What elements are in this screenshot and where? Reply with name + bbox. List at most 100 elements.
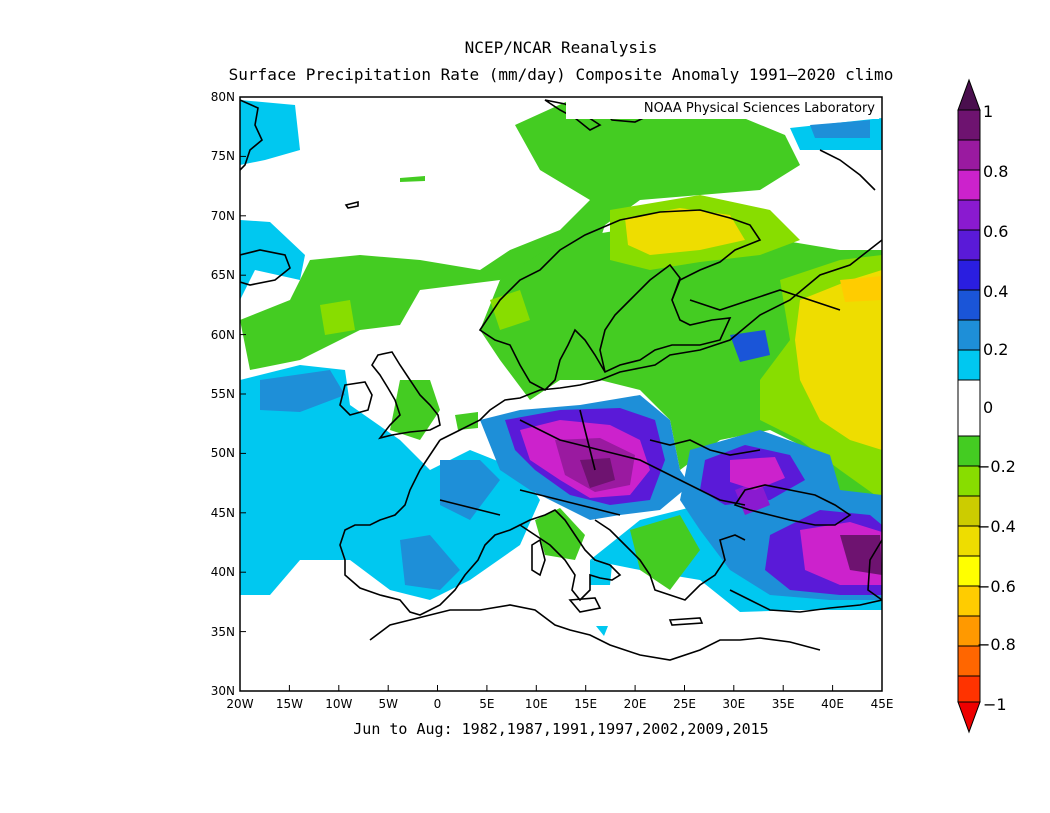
anomaly-region-czechia-wet-max bbox=[580, 458, 615, 488]
lon-label: 25E bbox=[673, 697, 696, 711]
credit-label: NOAA Physical Sciences Laboratory bbox=[566, 99, 879, 119]
anomaly-region-turkey-wet-max bbox=[840, 535, 882, 575]
colorbar-labels: 1 0.8 0.6 0.4 0.2 0 −0.2 −0.4 −0.6 −0.8 … bbox=[977, 102, 1016, 714]
anomaly-region-atlantic-core-wet bbox=[260, 370, 345, 412]
coastline-layer bbox=[240, 99, 882, 661]
anomaly-region-scandinavia-dry bbox=[480, 225, 882, 500]
colorbar bbox=[957, 78, 981, 734]
lon-label: 15E bbox=[574, 697, 597, 711]
coastline-italy bbox=[518, 509, 622, 602]
coastline-greenland bbox=[240, 99, 263, 171]
anomaly-region-atlantic-wet bbox=[240, 220, 305, 300]
coastline-europe-main bbox=[439, 239, 882, 441]
anomaly-region-scotland-dry bbox=[320, 300, 355, 335]
border-alps bbox=[519, 489, 621, 516]
coastline-caspian bbox=[867, 539, 882, 601]
coastline-sardinia-corsica bbox=[531, 538, 546, 577]
lat-label: 70N bbox=[211, 209, 235, 223]
colorbar-bin bbox=[957, 169, 981, 201]
coastline-sicily bbox=[568, 597, 602, 613]
colorbar-label: −1 bbox=[983, 695, 1007, 714]
coastline-crete bbox=[668, 617, 704, 626]
lat-label: 55N bbox=[211, 387, 235, 401]
lat-label: 60N bbox=[211, 328, 235, 342]
anomaly-region-iberia-atlantic-wet bbox=[240, 365, 540, 600]
anomaly-region-arctic-wet bbox=[240, 100, 300, 165]
border-russia-kazakh bbox=[689, 289, 841, 311]
anomaly-region-svalbard-dry bbox=[400, 176, 425, 182]
anomaly-region-norwegian-sea-dry bbox=[240, 100, 800, 370]
colorbar-label: 0.8 bbox=[983, 162, 1008, 181]
lon-label: 10E bbox=[525, 697, 548, 711]
lon-label: 45E bbox=[871, 697, 894, 711]
coastline-black-sea bbox=[733, 484, 852, 526]
border-ukraine bbox=[649, 439, 761, 456]
colorbar-bin bbox=[957, 675, 981, 703]
lon-label: 35E bbox=[772, 697, 795, 711]
anomaly-region-ukraine-wet-core bbox=[730, 457, 785, 490]
coastline-balkans bbox=[594, 519, 746, 601]
lat-label: 35N bbox=[211, 625, 235, 639]
lon-label: 20W bbox=[226, 697, 253, 711]
season-footer: Jun to Aug: 1982,1987,1991,1997,2002,200… bbox=[353, 720, 769, 738]
colorbar-label: −0.4 bbox=[977, 517, 1016, 536]
lon-label: 10W bbox=[325, 697, 352, 711]
lat-label: 40N bbox=[211, 565, 235, 579]
border-central-europe bbox=[519, 419, 746, 506]
coastline-uk bbox=[371, 351, 441, 440]
border-poland-germany bbox=[579, 409, 596, 471]
coastline-ireland bbox=[339, 381, 373, 416]
colorbar-label: −0.8 bbox=[977, 635, 1016, 654]
anomaly-region-ural-dry-core bbox=[840, 276, 882, 302]
colorbar-label: 1 bbox=[983, 102, 993, 121]
anomaly-region-lapland-dry bbox=[625, 208, 745, 255]
lat-label: 45N bbox=[211, 506, 235, 520]
lon-label: 5W bbox=[378, 697, 398, 711]
lat-label: 65N bbox=[211, 268, 235, 282]
colorbar-label: −0.2 bbox=[977, 457, 1016, 476]
anomaly-region-uk-dry bbox=[390, 380, 440, 440]
lon-label: 40E bbox=[821, 697, 844, 711]
lon-label: 0 bbox=[434, 697, 442, 711]
colorbar-bin bbox=[957, 289, 981, 321]
lon-tick-labels: 20W 15W 10W 5W 0 5E 10E 15E 20E 25E 30E … bbox=[226, 697, 893, 711]
colorbar-label: 0.4 bbox=[983, 282, 1008, 301]
lon-label: 15W bbox=[276, 697, 303, 711]
anomaly-region-north-sea-dry bbox=[455, 412, 478, 430]
colorbar-label: −0.6 bbox=[977, 577, 1016, 596]
lat-tick-marks bbox=[240, 96, 246, 692]
colorbar-label: 0 bbox=[983, 398, 993, 417]
colorbar-bin bbox=[957, 319, 981, 351]
colorbar-bin bbox=[957, 109, 981, 141]
anomaly-region-barents-wet-core bbox=[810, 120, 870, 138]
lat-label: 80N bbox=[211, 90, 235, 104]
colorbar-bin bbox=[957, 199, 981, 231]
colorbar-bin bbox=[957, 259, 981, 291]
anomaly-region-italy-dry bbox=[535, 508, 585, 560]
colorbar-bin bbox=[957, 379, 981, 437]
anomaly-region-bay-of-biscay-wet bbox=[440, 460, 500, 520]
border-france-spain bbox=[439, 499, 501, 516]
coastline-iceland bbox=[240, 249, 291, 286]
colorbar-bottom-arrow bbox=[957, 701, 981, 734]
coastline-turkey bbox=[729, 589, 882, 613]
anomaly-region-iberia-wet bbox=[400, 535, 460, 590]
lon-tick-marks bbox=[239, 685, 883, 691]
lon-label: 30E bbox=[722, 697, 745, 711]
coastline-north-africa bbox=[369, 604, 821, 661]
map-title: NCEP/NCAR Reanalysis bbox=[464, 38, 658, 57]
coastline-scandinavia bbox=[478, 209, 762, 391]
anomaly-region-ural-dry bbox=[795, 270, 882, 450]
coastline-novaya-zemlya bbox=[819, 149, 876, 191]
colorbar-top-arrow bbox=[957, 78, 981, 111]
map-subtitle: Surface Precipitation Rate (mm/day) Comp… bbox=[228, 65, 894, 84]
anomaly-region-balkans-wet bbox=[735, 480, 770, 515]
lat-tick-labels: 30N 35N 40N 45N 50N 55N 60N 65N 70N 75N … bbox=[211, 90, 235, 698]
anomaly-field bbox=[240, 100, 882, 636]
coastline-france-iberia bbox=[339, 439, 521, 616]
colorbar-bin bbox=[957, 229, 981, 261]
lon-label: 5E bbox=[479, 697, 494, 711]
lat-label: 50N bbox=[211, 446, 235, 460]
colorbar-label: 0.6 bbox=[983, 222, 1008, 241]
